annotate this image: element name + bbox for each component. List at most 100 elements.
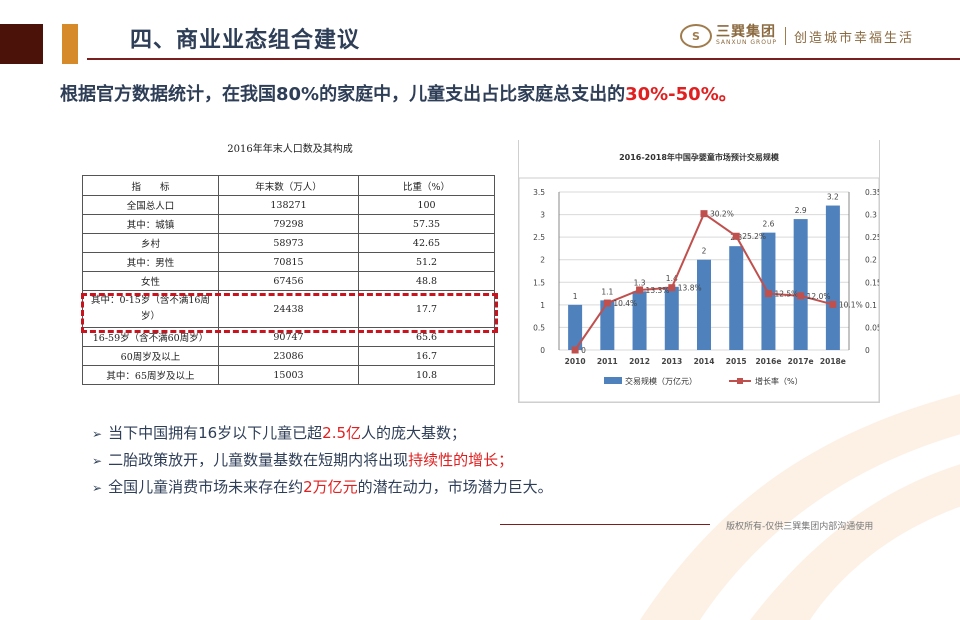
bullet-item: ➢ 全国儿童消费市场未来存在约2万亿元的潜在动力，市场潜力巨大。: [92, 474, 553, 501]
cell-indicator: 其中：0-15岁（含不满16周岁）: [82, 290, 219, 328]
bar: [825, 205, 840, 350]
y-left-tick: 3: [540, 211, 545, 220]
title-divider: [87, 58, 960, 60]
line-label: 0: [581, 346, 586, 355]
arrow-bullet-icon: ➢: [92, 481, 103, 495]
bar-label: 2.9: [795, 206, 807, 215]
bar: [664, 286, 679, 350]
table-header-row: 指 标 年末数（万人） 比重（%）: [82, 175, 495, 196]
line-label: 12.0%: [807, 292, 831, 301]
logo-slogan: 创造城市幸福生活: [793, 30, 914, 46]
bullet-list: ➢ 当下中国拥有16岁以下儿童已超2.5亿人的庞大基数； ➢ 二胎政策放开，儿童数量…: [92, 420, 553, 501]
cell-count: 138271: [217, 195, 360, 215]
line-label: 30.2%: [710, 210, 734, 219]
table-row: 其中：65周岁及以上 15003 10.8: [82, 365, 495, 385]
header-block-gold: [62, 24, 78, 64]
lead-statement: 根据官方数据统计，在我国80%的家庭中，儿童支出占比家庭总支出的30%-50%。: [60, 80, 737, 106]
bar-label: 1.4: [666, 274, 678, 283]
cell-ratio: 42.65: [358, 233, 495, 253]
y-left-tick: 3.5: [533, 188, 545, 197]
cell-count: 79298: [217, 214, 360, 234]
lead-highlight: 30%-50%。: [625, 84, 737, 105]
y-left-tick: 1.5: [533, 278, 545, 287]
line-marker: [571, 346, 579, 354]
company-logo: S 三巽集团 SANXUN GROUP 创造城市幸福生活: [680, 24, 914, 48]
line-label: 12.5%: [774, 290, 798, 299]
y-right-tick: 0.15: [865, 278, 879, 287]
cell-indicator: 其中：65周岁及以上: [82, 365, 219, 385]
cell-indicator: 乡村: [82, 233, 219, 253]
y-right-tick: 0.25: [865, 233, 879, 242]
y-right-tick: 0.05: [865, 323, 879, 332]
table-row: 60周岁及以上 23086 16.7: [82, 346, 495, 366]
line-label: 10.1%: [839, 300, 863, 309]
bullet-highlight: 2万亿元: [303, 478, 358, 496]
page-title: 四、商业业态组合建议: [130, 28, 361, 53]
lead-text: 根据官方数据统计，在我国80%的家庭中，儿童支出占比家庭总支出的: [60, 84, 626, 105]
logo-emblem-icon: S: [680, 24, 712, 48]
line-marker: [764, 290, 772, 298]
y-right-tick: 0: [865, 346, 870, 355]
bullet-text: 全国儿童消费市场未来存在约: [108, 478, 304, 496]
line-marker: [700, 210, 708, 218]
footer-copyright: 版权所有-仅供三巽集团内部沟通使用: [726, 522, 874, 532]
population-table: 指 标 年末数（万人） 比重（%） 全国总人口 138271 100 其中：城镇 79…: [82, 175, 495, 385]
y-left-tick: 2.5: [533, 233, 545, 242]
x-tick: 2010: [565, 357, 586, 366]
cell-ratio: 16.7: [358, 346, 495, 366]
table-row: 其中：城镇 79298 57.35: [82, 214, 495, 234]
table-title: 2016年年末人口数及其构成: [227, 144, 353, 155]
footer-divider: [500, 524, 710, 525]
x-tick: 2014: [694, 357, 715, 366]
cell-ratio: 57.35: [358, 214, 495, 234]
bar-label: 3.2: [827, 193, 839, 202]
x-tick: 2015: [726, 357, 747, 366]
table-row: 女性 67456 48.8: [82, 271, 495, 291]
y-left-tick: 0.5: [533, 323, 545, 332]
line-marker: [797, 292, 805, 300]
bullet-item: ➢ 当下中国拥有16岁以下儿童已超2.5亿人的庞大基数；: [92, 420, 553, 447]
bar: [697, 259, 711, 350]
bullet-highlight: 2.5亿: [322, 424, 362, 442]
cell-count: 24438: [217, 290, 360, 328]
bar: [568, 304, 583, 350]
bar-label: 1.1: [601, 287, 613, 296]
bar-label: 1.3: [634, 278, 646, 287]
cell-ratio: 48.8: [358, 271, 495, 291]
y-left-tick: 0: [540, 346, 545, 355]
cell-ratio: 10.8: [358, 365, 495, 385]
bar: [600, 300, 615, 350]
line-label: 13.8%: [678, 284, 702, 293]
legend-line-label: 增长率（%）: [755, 376, 803, 386]
bullet-text: 二胎政策放开，儿童数量基数在短期内将出现: [108, 451, 409, 469]
bullet-item: ➢ 二胎政策放开，儿童数量基数在短期内将出现持续性的增长；: [92, 447, 553, 474]
cell-indicator: 其中：城镇: [82, 214, 219, 234]
line-marker: [668, 284, 676, 292]
line-label: 10.4%: [613, 299, 637, 308]
table-row: 全国总人口 138271 100: [82, 195, 495, 215]
cell-indicator: 女性: [82, 271, 219, 291]
column-header: 比重（%）: [358, 175, 495, 196]
bar-label: 2: [702, 247, 707, 256]
line-marker: [829, 300, 837, 308]
bar: [632, 291, 647, 350]
x-tick: 2013: [661, 357, 682, 366]
column-header: 年末数（万人）: [217, 175, 360, 196]
arrow-bullet-icon: ➢: [92, 427, 103, 441]
x-tick: 2012: [629, 357, 650, 366]
bullet-text: 当下中国拥有16岁以下儿童已超: [108, 424, 323, 442]
line-marker: [636, 286, 644, 294]
x-tick: 2018e: [820, 357, 846, 366]
header-block-dark: [0, 24, 43, 64]
logo-separator: [784, 27, 786, 45]
line-label: 25.2%: [742, 232, 766, 241]
cell-count: 23086: [217, 346, 360, 366]
cell-count: 15003: [217, 365, 360, 385]
x-tick: 2017e: [788, 357, 814, 366]
cell-ratio: 100: [358, 195, 495, 215]
bar: [729, 246, 744, 350]
chart-title: 2016-2018年中国孕婴童市场预计交易规模: [619, 152, 780, 162]
highlight-dashed-box: [81, 293, 498, 333]
column-header: 指 标: [82, 175, 219, 196]
line-marker: [603, 299, 611, 307]
